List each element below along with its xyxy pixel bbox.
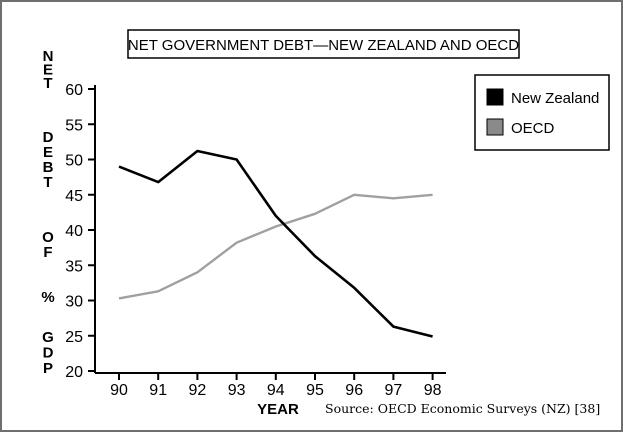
series-line-oecd [118, 193, 433, 300]
legend-box [474, 74, 610, 151]
y-tick-label: 20 [65, 364, 83, 381]
y-axis-label-word: % [41, 289, 54, 306]
x-tick-label: 95 [306, 382, 324, 399]
legend-label-oecd: OECD [511, 120, 555, 137]
x-tick-label: 94 [267, 382, 285, 399]
series-line-new-zealand [118, 149, 433, 338]
x-ticks: 90 91 92 93 94 95 96 97 98 [110, 373, 442, 399]
chart-title: NET GOVERNMENT DEBT—NEW ZEALAND AND OECD [128, 37, 519, 54]
y-tick-label: 30 [65, 294, 83, 311]
legend-swatch-oecd [486, 118, 504, 136]
y-tick-label: 45 [65, 188, 83, 205]
y-axis-label: N E T D E B T O F% G D P [41, 48, 54, 377]
x-tick-label: 97 [385, 382, 403, 399]
x-tick-label: 96 [345, 382, 363, 399]
x-tick-label: 90 [110, 382, 128, 399]
x-tick-label: 91 [149, 382, 167, 399]
source-note: Source: OECD Economic Surveys (NZ) [38] [325, 401, 600, 416]
legend-swatch-new-zealand [486, 88, 504, 106]
legend-label-new-zealand: New Zealand [511, 90, 599, 107]
legend: New Zealand OECD [474, 74, 610, 151]
y-tick-label: 40 [65, 223, 83, 240]
y-tick-label: 60 [65, 82, 83, 99]
y-tick-label: 25 [65, 329, 83, 346]
series-lines [118, 149, 433, 338]
x-tick-label: 98 [424, 382, 442, 399]
y-tick-label: 55 [65, 117, 83, 134]
x-tick-label: 92 [189, 382, 207, 399]
y-ticks: 60 55 50 45 40 35 30 25 20 [65, 82, 95, 381]
y-tick-label: 50 [65, 153, 83, 170]
x-axis-label: YEAR [257, 401, 299, 418]
y-tick-label: 35 [65, 258, 83, 275]
title-box [127, 29, 520, 59]
x-tick-label: 93 [228, 382, 246, 399]
